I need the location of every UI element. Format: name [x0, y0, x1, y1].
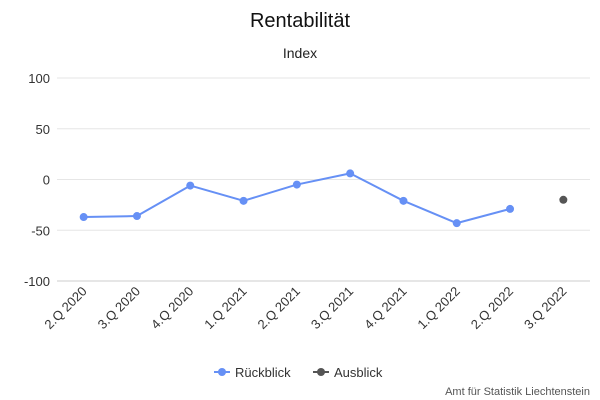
chart-subtitle: Index: [283, 45, 317, 61]
x-tick-label: 4.Q 2020: [148, 284, 196, 332]
data-point-rueckblick[interactable]: [452, 219, 461, 228]
x-axis-ticks: 2.Q 2020 3.Q 2020 4.Q 2020 1.Q 2021 2.Q 2021…: [41, 284, 569, 332]
x-tick-label: 3.Q 2021: [308, 284, 356, 332]
data-point-rueckblick[interactable]: [292, 180, 301, 189]
data-point-rueckblick[interactable]: [506, 204, 515, 213]
y-tick-label: 0: [43, 173, 50, 188]
chart-credit: Amt für Statistik Liechtenstein: [445, 386, 590, 398]
legend-label-ausblick: Ausblick: [334, 365, 383, 380]
x-tick-label: 2.Q 2022: [468, 284, 516, 332]
x-tick-label: 1.Q 2021: [201, 284, 249, 332]
x-tick-label: 1.Q 2022: [414, 284, 462, 332]
data-point-rueckblick[interactable]: [239, 196, 248, 205]
legend-item-ausblick[interactable]: Ausblick: [313, 365, 383, 380]
x-tick-label: 2.Q 2020: [41, 284, 89, 332]
y-axis-ticks: 100 50 0 -50 -100: [24, 71, 50, 289]
legend-marker-ausblick: [317, 368, 325, 376]
x-tick-label: 3.Q 2020: [95, 284, 143, 332]
x-tick-label: 4.Q 2021: [361, 284, 409, 332]
y-tick-label: -50: [31, 223, 50, 238]
data-point-ausblick[interactable]: [559, 195, 568, 204]
legend-label-rueckblick: Rückblick: [235, 365, 291, 380]
y-tick-label: 100: [28, 71, 50, 86]
series-layer: [79, 169, 568, 228]
x-tick-label: 2.Q 2021: [255, 284, 303, 332]
x-tick-label: 3.Q 2022: [521, 284, 569, 332]
y-tick-label: -100: [24, 274, 50, 289]
data-point-rueckblick[interactable]: [132, 212, 141, 221]
legend-marker-rueckblick: [218, 368, 226, 376]
data-point-rueckblick[interactable]: [186, 181, 195, 190]
chart-title: Rentabilität: [250, 10, 351, 32]
data-point-rueckblick[interactable]: [79, 213, 88, 222]
legend[interactable]: Rückblick Ausblick: [214, 365, 383, 380]
data-point-rueckblick[interactable]: [346, 169, 355, 178]
legend-item-rueckblick[interactable]: Rückblick: [214, 365, 291, 380]
data-point-rueckblick[interactable]: [399, 196, 408, 205]
y-tick-label: 50: [36, 122, 50, 137]
